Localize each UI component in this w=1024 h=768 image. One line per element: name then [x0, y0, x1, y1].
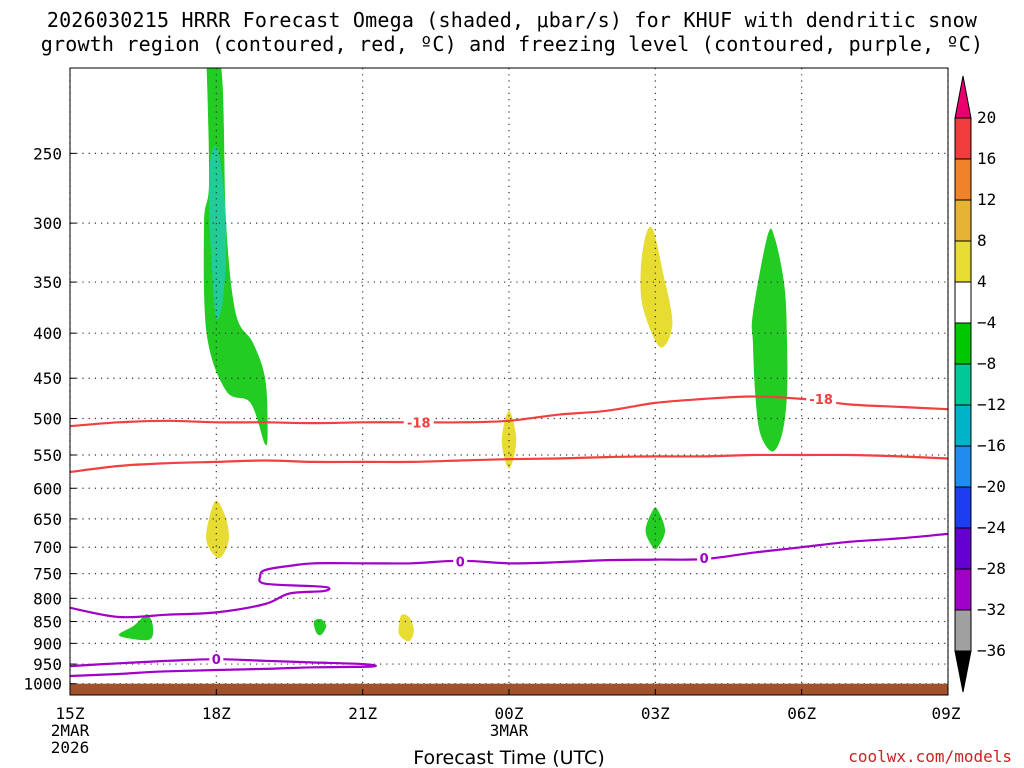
- contour-label-2: -18: [809, 393, 833, 408]
- x-tick-label-09Z: 09Z: [932, 704, 961, 723]
- y-tick-label-950: 950: [33, 655, 62, 674]
- contour-label-5: 0: [212, 653, 221, 668]
- colorbar-level-0: 20: [977, 108, 996, 127]
- y-tick-label-250: 250: [33, 144, 62, 163]
- colorbar-level-13: −36: [977, 641, 1006, 660]
- x-tick-label-21Z: 21Z: [348, 704, 377, 723]
- x-tick-label-03Z: 03Z: [641, 704, 670, 723]
- colorbar-swatch-12: [954, 568, 972, 611]
- colorbar-level-6: −8: [977, 354, 996, 373]
- contour-label-3: 0: [456, 556, 465, 571]
- y-axis: 250 300 350 400 450 500 550 600 650 700 750 800 850 9…: [23, 144, 76, 694]
- colorbar-top-arrow: [954, 75, 972, 119]
- colorbar-swatch-13: [954, 609, 972, 652]
- contour-label-bg-3: [453, 554, 468, 569]
- omega-region-10: [398, 614, 414, 642]
- colorbar-level-4: 4: [977, 272, 987, 291]
- credit-text: coolwx.com/models: [848, 747, 1012, 766]
- colorbar-bottom-arrow: [954, 650, 972, 693]
- omega-region-2: [209, 146, 227, 320]
- y-tick-label-1000: 1000: [23, 675, 62, 694]
- colorbar-level-9: −20: [977, 477, 1006, 496]
- omega-region-5: [118, 614, 154, 641]
- colorbar-level-8: −16: [977, 436, 1006, 455]
- dgz-contour-2: [70, 453, 948, 474]
- colorbar-swatch-11: [954, 527, 972, 570]
- contour-label-bg-4: [697, 551, 712, 566]
- y-tick-label-750: 750: [33, 565, 62, 584]
- colorbar-swatch-10: [954, 486, 972, 529]
- y-tick-label-350: 350: [33, 273, 62, 292]
- y-tick-label-700: 700: [33, 538, 62, 557]
- x-tick-label-00Z: 00Z: [495, 704, 524, 723]
- omega-region-8: [501, 410, 517, 469]
- dgz-contour-1: [70, 395, 948, 428]
- colorbar-level-1: 16: [977, 149, 996, 168]
- y-tick-label-800: 800: [33, 589, 62, 608]
- omega-region-7: [640, 226, 673, 348]
- omega-region-6: [313, 618, 327, 636]
- omega-region-4: [645, 507, 666, 550]
- omega-region-9: [206, 500, 229, 558]
- colorbar: 20 16 12 8 4 −4 −8 −12 −16 −20 −24 −28 −32 −36: [954, 75, 1006, 693]
- colorbar-swatch-8: [954, 404, 972, 447]
- chart-title-line-1: 2026030215 HRRR Forecast Omega (shaded, …: [46, 8, 978, 32]
- x-axis-label: Forecast Time (UTC): [413, 747, 604, 768]
- colorbar-swatch-2: [954, 158, 972, 201]
- colorbar-level-2: 12: [977, 190, 996, 209]
- x-tick-date-15Z: 2MAR: [51, 721, 90, 740]
- y-tick-label-550: 550: [33, 446, 62, 465]
- contour-label-bg-1: [403, 415, 434, 430]
- y-tick-label-850: 850: [33, 613, 62, 632]
- y-tick-label-900: 900: [33, 634, 62, 653]
- colorbar-level-7: −12: [977, 395, 1006, 414]
- y-tick-label-400: 400: [33, 324, 62, 343]
- contour-label-4: 0: [700, 552, 709, 567]
- omega-region-3: [751, 228, 788, 452]
- contour-label-1: -18: [407, 416, 431, 431]
- y-tick-label-600: 600: [33, 479, 62, 498]
- freezing-level-contour-1: [70, 532, 948, 619]
- x-tick-date-00Z: 3MAR: [490, 721, 529, 740]
- colorbar-level-11: −28: [977, 559, 1006, 578]
- colorbar-level-12: −32: [977, 600, 1006, 619]
- colorbar-level-5: −4: [977, 313, 996, 332]
- colorbar-level-10: −24: [977, 518, 1006, 537]
- colorbar-swatch-1: [954, 117, 972, 160]
- contour-label-bg-2: [806, 391, 837, 406]
- y-tick-label-450: 450: [33, 369, 62, 388]
- y-tick-label-300: 300: [33, 214, 62, 233]
- y-tick-label-650: 650: [33, 510, 62, 529]
- chart-title-line-2: growth region (contoured, red, ºC) and f…: [40, 32, 984, 56]
- colorbar-level-3: 8: [977, 231, 987, 250]
- grid-lines: [69, 68, 949, 695]
- contour-label-bg-5: [209, 652, 224, 667]
- x-tick-year-15Z: 2026: [51, 738, 90, 757]
- contour-lines: -18 -18 0 0 0: [70, 391, 948, 678]
- x-tick-label-06Z: 06Z: [787, 704, 816, 723]
- colorbar-swatch-7: [954, 363, 972, 406]
- x-tick-label-15Z: 15Z: [56, 704, 85, 723]
- omega-regions: [118, 68, 788, 642]
- colorbar-swatch-5: [954, 281, 972, 324]
- colorbar-swatch-3: [954, 199, 972, 242]
- colorbar-swatch-9: [954, 445, 972, 488]
- x-tick-label-18Z: 18Z: [202, 704, 231, 723]
- y-tick-label-500: 500: [33, 410, 62, 429]
- freezing-level-contour-2: [70, 658, 377, 678]
- colorbar-swatch-4: [954, 240, 972, 283]
- colorbar-swatch-6: [954, 322, 972, 365]
